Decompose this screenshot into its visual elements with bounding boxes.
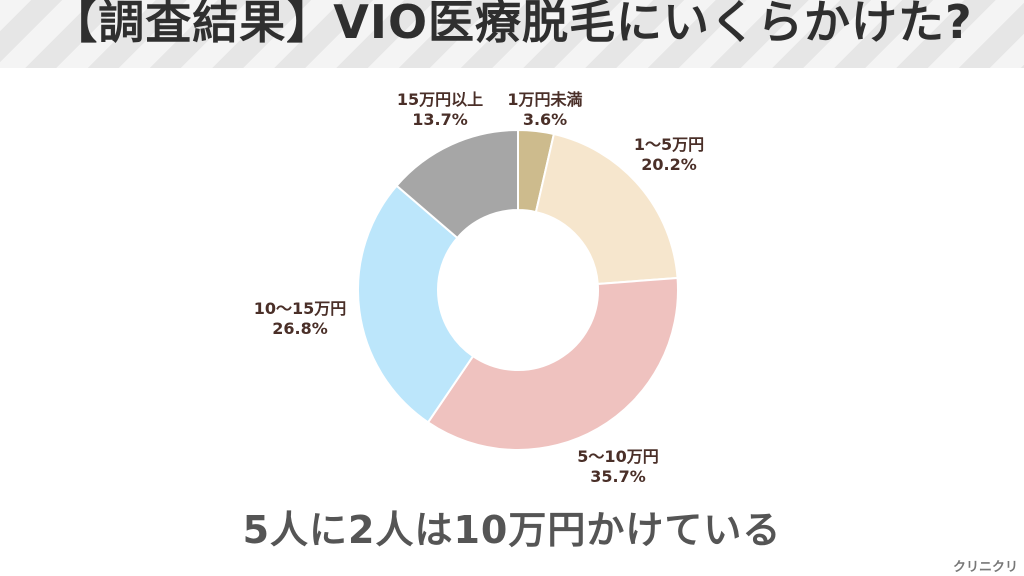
slice-value-3: 35.7% bbox=[590, 467, 646, 486]
slice-3 bbox=[426, 276, 679, 451]
slice-label-5: 15万円以上 bbox=[397, 90, 483, 109]
summary-text: 5人に2人は10万円かけている bbox=[242, 508, 782, 552]
page-title: 【調査結果】VIO医療脱毛にいくらかけた? bbox=[51, 0, 973, 49]
slice-value-1: 3.6% bbox=[523, 110, 567, 129]
slice-4 bbox=[357, 184, 475, 424]
slice-label-4: 10～15万円 bbox=[254, 299, 347, 318]
slice-value-5: 13.7% bbox=[412, 110, 468, 129]
watermark-text: クリニクリ bbox=[952, 560, 1018, 575]
slice-value-2: 20.2% bbox=[641, 155, 697, 174]
slice-label-1: 1万円未満 bbox=[507, 90, 582, 109]
slice-label-2: 1～5万円 bbox=[634, 135, 704, 154]
slice-5 bbox=[395, 128, 519, 240]
slice-value-4: 26.8% bbox=[272, 319, 328, 338]
slice-label-3: 5～10万円 bbox=[577, 447, 658, 466]
header-band bbox=[0, 0, 1024, 68]
slice-2 bbox=[534, 132, 679, 286]
